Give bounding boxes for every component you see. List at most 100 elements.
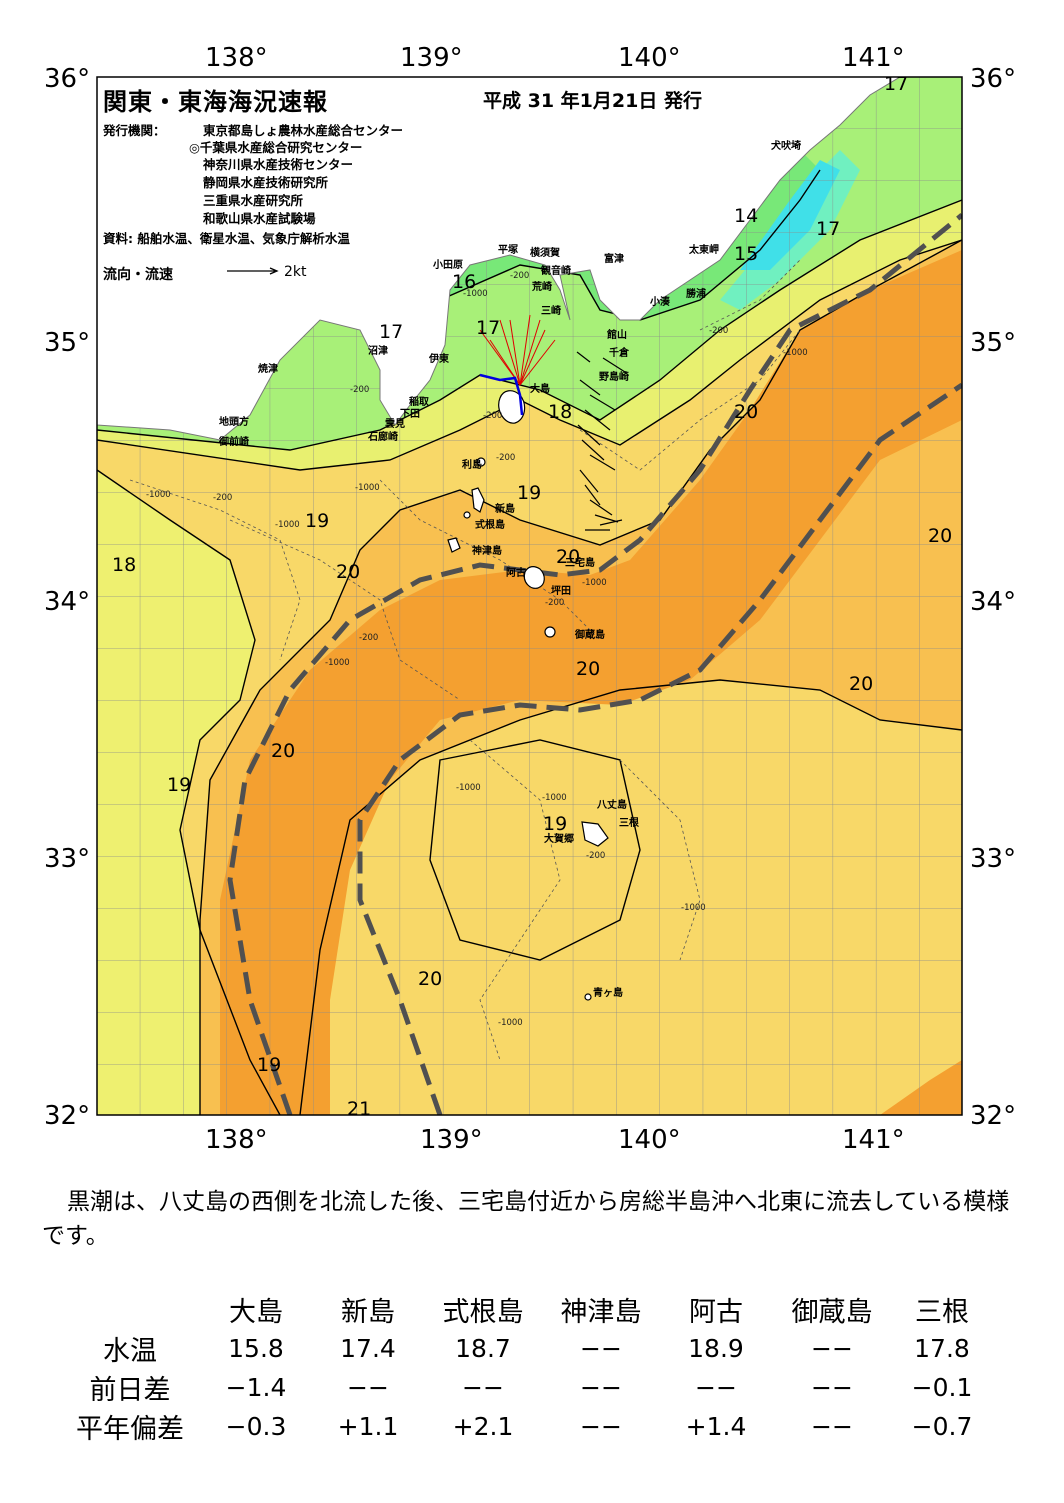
isotherm-label: 20 [418,968,442,990]
isotherm-label: 19 [167,774,191,796]
kuroshio-axis [227,213,962,1115]
depth-label: -1000 [275,520,300,530]
isotherm-label: 19 [543,813,567,835]
lat-left-33: 33° [44,844,90,874]
data-sources: 資料: 船舶水温、衛星水温、気象庁解析水温 [103,231,350,246]
place-name: 観音崎 [541,264,571,277]
isotherm-label: 17 [379,321,403,343]
place-name: 大島 [530,382,550,395]
place-name: 下田 [400,408,420,420]
table-header-row: 大島 新島 式根島 神津島 阿古 御蔵島 三根 [60,1290,992,1329]
table-cell: −− [580,1334,622,1363]
table-cell: +1.4 [685,1412,747,1441]
aogashima-island [584,993,592,1001]
publisher-item: 神奈川県水産技術センター [203,157,354,172]
table-cell: −− [580,1412,622,1441]
lat-right-32: 32° [970,1101,1016,1131]
place-name: 新島 [495,502,515,515]
depth-label: -1000 [542,793,567,803]
place-name: 勝浦 [686,287,706,300]
depth-label: -1000 [681,903,706,913]
publisher-item: 和歌山県水産試験場 [203,211,316,226]
table-cell: −− [347,1373,389,1402]
isotherm-label: 20 [928,525,952,547]
place-name: 稲取 [409,395,430,408]
hachijojima-island [581,821,609,847]
table-cell: 17.4 [340,1334,396,1363]
station-header: 神津島 [560,1297,642,1328]
depth-label: -1000 [463,289,488,299]
bathymetry [129,259,801,1061]
table-cell: −0.1 [911,1373,973,1402]
isotherm-label: 20 [849,673,873,695]
isotherm-label: 20 [576,658,600,680]
table-cell: −− [811,1412,853,1441]
isotherm-label: 20 [556,546,580,568]
place-name: 雲見 [385,418,405,430]
depth-label: -200 [483,411,502,421]
place-name: 小田原 [432,258,463,271]
isotherm-label: 19 [517,482,541,504]
legend-scale: 2kt [284,264,307,280]
kozushima-island [447,537,461,553]
isotherm-label: 20 [271,740,295,762]
place-name: 石廊崎 [367,430,398,443]
station-header: 大島 [229,1297,283,1328]
publisher-item: 静岡県水産技術研究所 [203,175,329,190]
place-name: 御蔵島 [574,628,605,641]
place-name: 大賀郷 [544,832,574,845]
table-cell: −0.7 [911,1412,973,1441]
isotherm-labels: 17 14 15 17 16 17 17 18 20 19 19 18 20 2… [112,73,952,1120]
niijima-island [471,487,485,513]
place-name: 小湊 [649,295,671,308]
publisher-item: ◎千葉県水産総合研究センター [189,140,363,155]
depth-label: -1000 [355,483,380,493]
map-title: 関東・東海海況速報 [103,88,328,116]
depth-label: -1000 [783,348,808,358]
isotherm-label: 15 [734,243,758,265]
place-name: 犬吠埼 [771,139,801,152]
publisher-item: 三重県水産研究所 [203,193,304,208]
depth-label: -200 [359,633,378,643]
depth-label: -200 [709,326,728,336]
depth-label: -1000 [146,490,171,500]
issue-date: 平成 31 年1月21日 発行 [483,90,702,112]
place-name: 焼津 [258,362,278,375]
depth-label: -200 [510,271,529,281]
isotherm-label: 19 [257,1054,281,1076]
shikinejima-island [463,511,471,519]
isotherm-label: 20 [336,561,360,583]
publishers-label: 発行機関： [103,123,166,138]
row-label: 平年偏差 [76,1414,184,1445]
place-name: 平塚 [498,243,518,256]
lat-right-34: 34° [970,587,1016,617]
lon-bottom-140: 140° [618,1125,681,1150]
place-name: 利島 [462,458,482,471]
legend-label: 流向・流速 [103,267,173,283]
isotherm-label: 14 [734,205,758,227]
table-cell: −0.3 [225,1412,287,1441]
adcp-vectors [479,314,556,386]
row-label: 水温 [103,1336,157,1367]
table-cell: −− [580,1373,622,1402]
islands [447,390,609,1001]
lat-left-34: 34° [44,587,90,617]
depth-label: -200 [545,598,564,608]
axis-labels: 138° 139° 140° 141° 138° 139° 140° 141° … [44,43,1016,1150]
miyakejima-island [523,566,545,589]
lon-bottom-139: 139° [420,1125,483,1150]
place-name: 地頭方 [219,415,249,428]
place-name: 野島崎 [599,370,629,383]
depth-label: -1000 [456,783,481,793]
table-cell: −− [462,1373,504,1402]
place-name: 青ヶ島 [593,986,623,999]
station-header: 阿古 [689,1297,743,1328]
lat-right-35: 35° [970,328,1016,358]
depth-label: -200 [350,385,369,395]
isotherm-label: 16 [452,271,476,293]
table-cell: −− [811,1334,853,1363]
lat-left-36: 36° [44,64,90,94]
table-row: 平年偏差 −0.3 +1.1 +2.1 −− +1.4 −− −0.7 [60,1407,992,1446]
row-label: 前日差 [89,1375,171,1406]
isotherm-label: 18 [112,554,136,576]
